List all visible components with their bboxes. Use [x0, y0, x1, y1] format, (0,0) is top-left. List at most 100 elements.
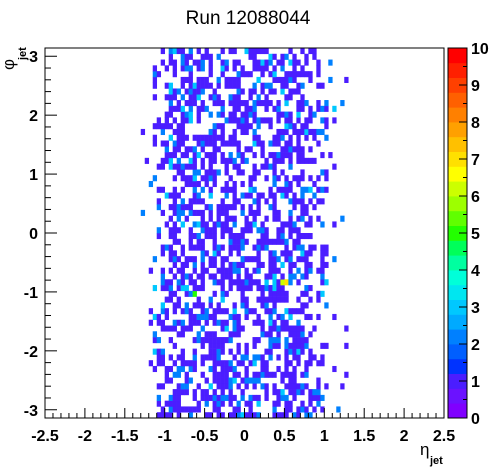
heat-cell — [220, 123, 225, 130]
heat-cell — [288, 215, 293, 222]
heat-cell — [200, 76, 205, 83]
heat-cell — [228, 273, 233, 280]
heat-cell — [224, 76, 229, 83]
heat-cell — [176, 123, 181, 130]
heat-cell — [320, 250, 325, 257]
heat-cell — [228, 331, 233, 338]
heat-cell — [236, 371, 241, 378]
heat-cell — [272, 337, 277, 344]
heat-cell — [304, 360, 309, 367]
heat-cell — [276, 157, 281, 164]
heat-cell — [244, 412, 249, 419]
heat-cell — [164, 192, 169, 199]
heat-cell — [292, 331, 297, 338]
heat-cell — [192, 192, 197, 199]
heat-cell — [220, 261, 225, 268]
heat-cell — [324, 123, 329, 130]
heat-cell — [168, 111, 173, 118]
heat-cell — [268, 325, 273, 332]
heat-cell — [200, 134, 205, 141]
heat-cell — [292, 65, 297, 72]
heat-cell — [180, 59, 185, 66]
heat-cell — [288, 267, 293, 274]
heat-cell — [172, 175, 177, 182]
heat-cell — [220, 209, 225, 216]
heat-cell — [180, 209, 185, 216]
heat-cell — [176, 163, 181, 170]
heat-cell — [156, 227, 162, 234]
heat-cell — [268, 123, 273, 130]
heat-cell — [308, 48, 313, 55]
heat-cell — [220, 400, 225, 407]
heat-cell — [220, 204, 225, 211]
heat-cell — [276, 128, 281, 136]
heat-cell — [244, 273, 249, 280]
heat-cell — [308, 175, 313, 182]
heat-cell — [180, 365, 185, 373]
heat-cell — [296, 140, 301, 147]
heat-cell — [188, 233, 193, 240]
heat-cell — [184, 88, 189, 95]
heat-cell — [320, 198, 325, 205]
heat-cell — [172, 256, 177, 263]
heat-cell — [252, 48, 257, 55]
heat-cell — [304, 134, 309, 141]
heat-cell — [240, 377, 245, 384]
heat-cell — [176, 134, 181, 141]
heat-cell — [344, 371, 349, 378]
heat-cell — [260, 71, 265, 78]
heat-cell — [252, 169, 257, 176]
heat-cell — [228, 394, 233, 401]
heat-cell — [220, 371, 225, 378]
heat-cell — [268, 163, 273, 170]
heat-cell — [236, 279, 241, 286]
heat-cell — [200, 244, 205, 251]
heat-cell — [192, 302, 197, 309]
heat-cell — [304, 342, 309, 349]
heat-cell — [300, 400, 305, 407]
heat-cell — [192, 94, 197, 101]
heat-cell — [248, 394, 253, 401]
heat-cell — [288, 134, 293, 141]
heat-cell — [216, 348, 221, 355]
heat-cell — [264, 244, 269, 251]
heat-cell — [156, 233, 162, 240]
heat-cell — [208, 261, 213, 268]
heat-cell — [304, 302, 309, 309]
heat-cell — [228, 48, 233, 55]
heat-cell — [264, 100, 269, 107]
heat-cell — [236, 238, 241, 245]
heat-cell — [332, 256, 337, 263]
heat-cell — [260, 325, 265, 332]
heat-cell — [320, 394, 325, 401]
heat-cell — [316, 140, 321, 147]
heat-cell — [264, 59, 269, 66]
heat-cell — [196, 233, 201, 240]
heat-cell — [300, 406, 305, 413]
heat-cell — [268, 267, 273, 274]
heat-cell — [296, 105, 301, 112]
colorbar-tick-label: 7 — [471, 152, 480, 169]
x-axis: -2.5 -2 -1.5 -1 -0.5 0 0.5 1 1.5 2 2.5 — [31, 408, 455, 445]
heat-cell — [252, 105, 257, 112]
heat-cell — [192, 267, 197, 274]
heat-cell — [216, 169, 221, 176]
heat-cell — [244, 377, 249, 384]
heat-cell — [188, 111, 193, 118]
heat-cell — [256, 267, 261, 274]
heat-cell — [268, 192, 273, 199]
heat-cell — [220, 128, 225, 136]
heat-cell — [252, 117, 257, 124]
heat-cell — [216, 377, 221, 384]
heat-cell — [264, 94, 269, 101]
heat-cell — [256, 296, 261, 303]
heat-cell — [204, 169, 209, 176]
heat-cell — [176, 128, 181, 136]
heat-cell — [272, 163, 277, 170]
heat-cell — [300, 71, 305, 78]
heat-cell — [180, 285, 185, 292]
heat-cell — [160, 267, 165, 274]
heat-cell — [180, 111, 185, 118]
colorbar-tick-label: 3 — [471, 300, 480, 317]
heat-cell — [220, 59, 225, 66]
